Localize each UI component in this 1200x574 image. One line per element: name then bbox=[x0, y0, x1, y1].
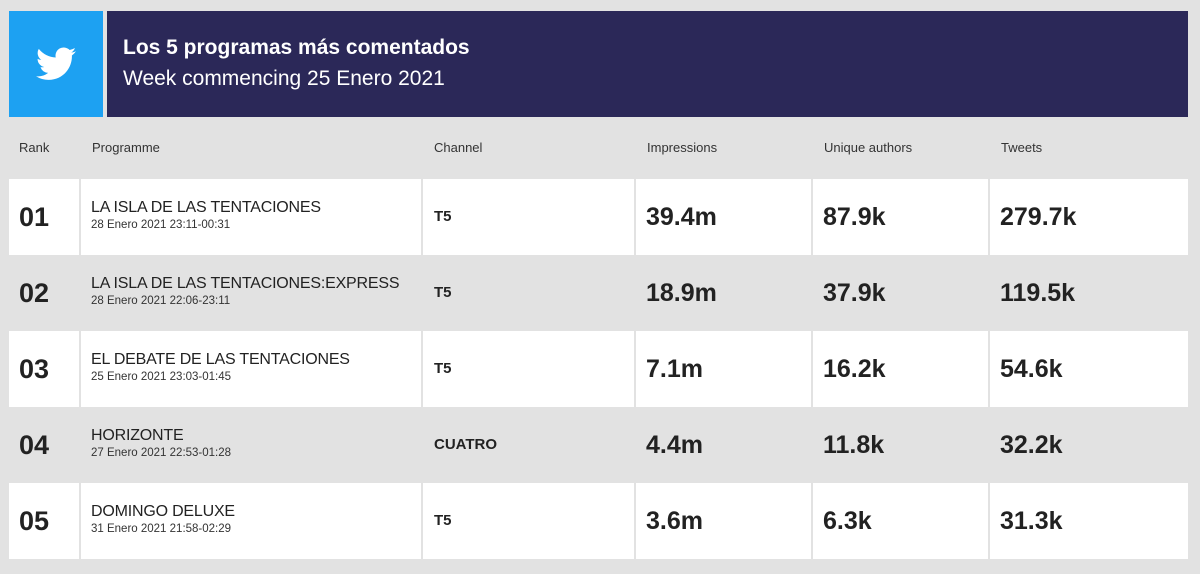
col-header-tweets: Tweets bbox=[1001, 140, 1043, 155]
chart-title: Los 5 programas más comentados bbox=[123, 36, 470, 59]
rank-cell: 05 bbox=[19, 506, 50, 536]
rank-cell: 01 bbox=[19, 202, 50, 232]
rank-cell: 02 bbox=[19, 278, 50, 308]
chart-subtitle: Week commencing 25 Enero 2021 bbox=[123, 67, 445, 90]
programme-name: LA ISLA DE LAS TENTACIONES bbox=[91, 199, 321, 216]
table-row: 02 LA ISLA DE LAS TENTACIONES:EXPRESS 28… bbox=[9, 255, 1188, 331]
unique-authors-cell: 16.2k bbox=[823, 355, 886, 383]
rank-cell: 03 bbox=[19, 354, 50, 384]
impressions-cell: 4.4m bbox=[646, 431, 703, 459]
col-header-impressions: Impressions bbox=[647, 140, 718, 155]
col-header-channel: Channel bbox=[434, 140, 483, 155]
tweets-cell: 54.6k bbox=[1000, 355, 1063, 383]
channel-cell: T5 bbox=[434, 360, 452, 377]
programme-name: EL DEBATE DE LAS TENTACIONES bbox=[91, 351, 350, 368]
twitter-logo-box bbox=[9, 11, 103, 117]
col-header-rank: Rank bbox=[19, 140, 50, 155]
twitter-bird-icon bbox=[36, 47, 76, 80]
table-row: 01 LA ISLA DE LAS TENTACIONES 28 Enero 2… bbox=[9, 179, 1188, 255]
tweets-cell: 119.5k bbox=[1000, 279, 1076, 307]
programme-time: 28 Enero 2021 23:11-00:31 bbox=[91, 219, 231, 231]
impressions-cell: 18.9m bbox=[646, 279, 717, 307]
channel-cell: T5 bbox=[434, 284, 452, 301]
table-row: 03 EL DEBATE DE LAS TENTACIONES 25 Enero… bbox=[9, 331, 1188, 407]
unique-authors-cell: 11.8k bbox=[823, 431, 885, 459]
tweets-cell: 279.7k bbox=[1000, 203, 1077, 231]
rank-cell: 04 bbox=[19, 430, 50, 460]
unique-authors-cell: 87.9k bbox=[823, 203, 886, 231]
programme-time: 31 Enero 2021 21:58-02:29 bbox=[91, 523, 232, 535]
impressions-cell: 39.4m bbox=[646, 203, 717, 231]
unique-authors-cell: 37.9k bbox=[823, 279, 886, 307]
impressions-cell: 3.6m bbox=[646, 507, 703, 535]
tweets-cell: 31.3k bbox=[1000, 507, 1063, 535]
title-banner: Los 5 programas más comentados Week comm… bbox=[107, 11, 1188, 117]
programme-time: 25 Enero 2021 23:03-01:45 bbox=[91, 371, 232, 383]
programme-name: LA ISLA DE LAS TENTACIONES:EXPRESS bbox=[91, 275, 400, 292]
programme-time: 27 Enero 2021 22:53-01:28 bbox=[91, 447, 232, 459]
col-header-unique-authors: Unique authors bbox=[824, 140, 913, 155]
table-header: Rank Programme Channel Impressions Uniqu… bbox=[0, 140, 1200, 160]
impressions-cell: 7.1m bbox=[646, 355, 703, 383]
tweets-cell: 32.2k bbox=[1000, 431, 1063, 459]
unique-authors-cell: 6.3k bbox=[823, 507, 872, 535]
programme-name: HORIZONTE bbox=[91, 427, 184, 444]
programme-name: DOMINGO DELUXE bbox=[91, 503, 235, 520]
table-row: 04 HORIZONTE 27 Enero 2021 22:53-01:28 C… bbox=[9, 407, 1188, 483]
col-header-programme: Programme bbox=[92, 140, 160, 155]
channel-cell: T5 bbox=[434, 512, 452, 529]
channel-cell: CUATRO bbox=[434, 436, 498, 453]
table-row: 05 DOMINGO DELUXE 31 Enero 2021 21:58-02… bbox=[9, 483, 1188, 559]
channel-cell: T5 bbox=[434, 208, 452, 225]
programme-time: 28 Enero 2021 22:06-23:11 bbox=[91, 295, 231, 307]
